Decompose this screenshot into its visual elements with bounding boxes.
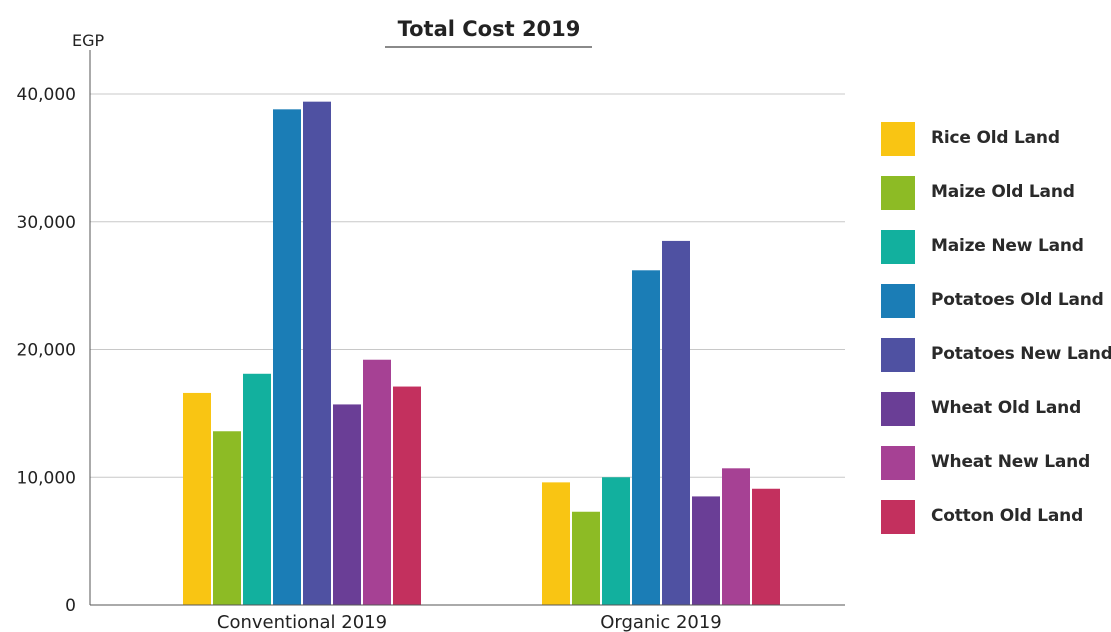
legend-item: Maize Old Land <box>881 174 1109 228</box>
legend-swatch <box>881 176 915 210</box>
x-category-label: Conventional 2019 <box>217 612 387 632</box>
legend-swatch <box>881 392 915 426</box>
y-tick-label: 40,000 <box>17 85 76 105</box>
legend-swatch <box>881 500 915 534</box>
legend-item: Potatoes Old Land <box>881 282 1109 336</box>
bar-potatoes-new-land <box>303 101 331 605</box>
legend-swatch <box>881 122 915 156</box>
bar-maize-new-land <box>602 477 630 605</box>
chart-title: Total Cost 2019 <box>398 17 581 41</box>
bar-maize-old-land <box>572 511 600 605</box>
y-tick-label: 20,000 <box>17 341 76 361</box>
bar-maize-new-land <box>243 373 271 605</box>
legend-item: Potatoes New Land <box>881 336 1111 390</box>
bar-cotton-old-land <box>752 488 780 605</box>
legend-item: Cotton Old Land <box>881 498 1109 552</box>
bars <box>183 101 780 605</box>
bar-potatoes-new-land <box>662 240 690 605</box>
legend-label: Maize Old Land <box>931 182 1075 202</box>
y-tick-label: 30,000 <box>17 213 76 233</box>
y-axis-label: EGP <box>72 31 105 50</box>
legend-swatch <box>881 446 915 480</box>
bar-potatoes-old-land <box>632 270 660 605</box>
bar-cotton-old-land <box>393 386 421 605</box>
bar-maize-old-land <box>213 431 241 605</box>
legend-swatch <box>881 230 915 264</box>
legend-item: Rice Old Land <box>881 120 1109 174</box>
bar-rice-old-land <box>183 392 211 605</box>
legend-label: Potatoes Old Land <box>931 290 1104 310</box>
x-category-label: Organic 2019 <box>600 612 722 632</box>
x-category-labels: Conventional 2019 Organic 2019 <box>217 612 722 632</box>
legend-label: Wheat New Land <box>931 452 1091 472</box>
bar-wheat-old-land <box>333 404 361 605</box>
bar-rice-old-land <box>542 482 570 605</box>
legend-label: Cotton Old Land <box>931 506 1084 526</box>
y-tick-label: 10,000 <box>17 468 76 488</box>
y-tick-labels: 0 10,000 20,000 30,000 40,000 <box>17 85 76 616</box>
legend-item: Wheat New Land <box>881 444 1109 498</box>
y-tick-label: 0 <box>65 596 76 616</box>
legend-label: Wheat Old Land <box>931 398 1082 418</box>
legend: Rice Old Land Maize Old Land Maize New Lan… <box>881 120 1111 552</box>
legend-item: Maize New Land <box>881 228 1109 282</box>
bar-potatoes-old-land <box>273 109 301 605</box>
legend-item: Wheat Old Land <box>881 390 1109 444</box>
bar-wheat-new-land <box>722 468 750 605</box>
legend-label: Maize New Land <box>931 236 1084 256</box>
gridlines <box>90 93 845 478</box>
legend-swatch <box>881 338 915 372</box>
legend-swatch <box>881 284 915 318</box>
bar-wheat-new-land <box>363 359 391 605</box>
legend-label: Potatoes New Land <box>931 344 1111 364</box>
legend-label: Rice Old Land <box>931 128 1060 148</box>
bar-wheat-old-land <box>692 496 720 605</box>
